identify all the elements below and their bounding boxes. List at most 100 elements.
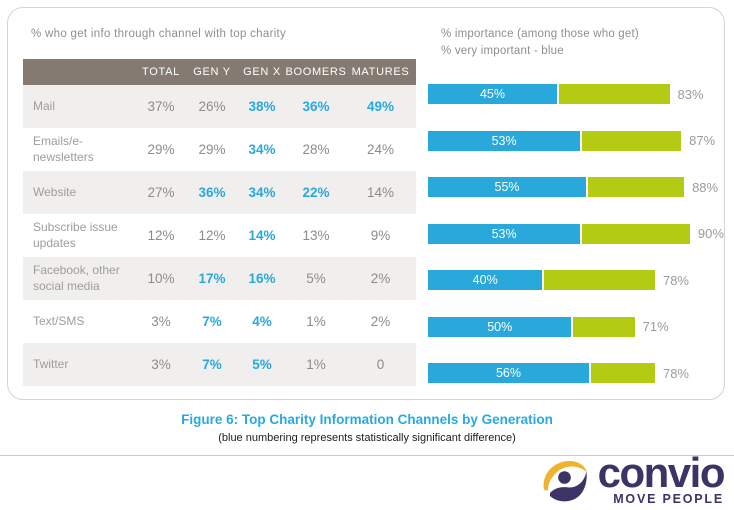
convio-logo-icon [543, 460, 587, 502]
bar-row-facebook: 40% 78% [428, 270, 719, 290]
cell-value: 12% [147, 228, 175, 243]
cell-value: 29% [147, 142, 175, 157]
convio-tagline: MOVE PEOPLE [613, 491, 724, 506]
cell-value: 2% [370, 314, 391, 329]
importance-bar-total: 53% [428, 130, 682, 151]
importance-bar-very-important: 53% [428, 130, 583, 151]
column-header-gen-y: GEN Y [193, 66, 231, 78]
bar-row-mail: 45% 83% [428, 84, 719, 104]
bar-chart-title-line2: % very important - blue [441, 44, 564, 57]
row-label: Twitter [33, 356, 69, 371]
figure-caption: Figure 6: Top Charity Information Channe… [181, 412, 553, 427]
column-header-matures: MATURES [351, 66, 410, 78]
cell-value: 22% [302, 185, 330, 200]
table-row-facebook: Facebook, other social media 10% 17% 16%… [23, 257, 416, 300]
importance-bar-total: 56% [428, 363, 655, 383]
very-important-value: 55% [494, 180, 520, 194]
importance-bar-very-important: 56% [428, 363, 591, 383]
total-important-value: 87% [689, 133, 716, 148]
cell-value: 27% [147, 185, 175, 200]
cell-value: 5% [306, 271, 326, 286]
importance-bar-very-important: 53% [428, 223, 583, 244]
footer-divider [0, 455, 734, 456]
total-important-value: 78% [662, 365, 689, 381]
table-row-twitter: Twitter 3% 7% 5% 1% 0 [23, 343, 416, 386]
column-header-gen-x: GEN X [243, 66, 281, 78]
convio-brand-name: convio [597, 449, 726, 496]
cell-value: 14% [248, 228, 276, 243]
bar-row-twitter: 56% 78% [428, 363, 719, 383]
cell-value: 0 [376, 357, 385, 372]
cell-value: 16% [248, 271, 276, 286]
figure-card: % who get info through channel with top … [7, 7, 725, 400]
column-header-channel [23, 59, 135, 85]
cell-value: 9% [370, 228, 391, 243]
cell-value: 4% [252, 314, 272, 329]
cell-value: 3% [151, 357, 171, 372]
importance-bar-total: 40% [428, 270, 655, 290]
column-header-boomers: BOOMERS [285, 66, 347, 78]
convio-logo-text: convio MOVE PEOPLE [597, 449, 726, 506]
importance-bar-total: 53% [428, 223, 690, 244]
generation-table: TOTAL GEN Y GEN X BOOMERS MATURES Mail 3… [23, 59, 416, 386]
cell-value: 14% [366, 185, 395, 200]
total-important-value: 78% [662, 272, 689, 288]
bar-chart-title-line1: % importance (among those who get) [441, 28, 639, 40]
very-important-value: 53% [491, 133, 517, 148]
cell-value: 7% [202, 357, 222, 372]
cell-value: 29% [198, 142, 226, 157]
table-title: % who get info through channel with top … [31, 28, 287, 40]
very-important-value: 50% [487, 319, 513, 334]
cell-value: 12% [198, 228, 226, 243]
cell-value: 3% [151, 314, 171, 329]
row-label: Facebook, other social media [33, 262, 120, 293]
row-label: Emails/e-newsletters [33, 133, 94, 164]
importance-bar-very-important: 55% [428, 177, 589, 197]
table-row-text-sms: Text/SMS 3% 7% 4% 1% 2% [23, 300, 416, 343]
importance-bar-very-important: 50% [428, 316, 574, 337]
total-important-value: 90% [697, 226, 724, 241]
very-important-value: 40% [472, 273, 498, 287]
importance-bar-chart: 45% 83% 53% 87% 55% 88% 53% 90% [428, 84, 724, 410]
cell-value: 37% [147, 99, 175, 114]
bar-row-emails: 53% 87% [428, 130, 719, 151]
row-label: Website [33, 184, 77, 199]
cell-value: 28% [302, 142, 330, 157]
table-row-mail: Mail 37% 26% 38% 36% 49% [23, 85, 416, 128]
importance-bar-total: 50% [428, 316, 635, 337]
cell-value: 36% [302, 99, 330, 114]
row-label: Subscribe issue updates [33, 219, 118, 250]
column-header-total: TOTAL [142, 66, 180, 78]
figure-subcaption: (blue numbering represents statistically… [218, 432, 516, 444]
cell-value: 49% [366, 99, 395, 114]
cell-value: 10% [147, 271, 175, 286]
bar-row-subscribe: 53% 90% [428, 223, 724, 244]
importance-bar-total: 55% [428, 177, 685, 197]
bar-row-text-sms: 50% 71% [428, 316, 719, 337]
cell-value: 1% [306, 314, 326, 329]
table-row-subscribe: Subscribe issue updates 12% 12% 14% 13% … [23, 214, 416, 257]
table-row-emails: Emails/e-newsletters 29% 29% 34% 28% 24% [23, 128, 416, 171]
convio-logo: convio MOVE PEOPLE [539, 449, 726, 506]
cell-value: 17% [198, 271, 226, 286]
cell-value: 24% [366, 142, 395, 157]
cell-value: 34% [248, 142, 276, 157]
total-important-value: 88% [692, 179, 719, 195]
very-important-value: 53% [491, 226, 517, 241]
row-label: Mail [33, 98, 56, 113]
cell-value: 13% [302, 228, 330, 243]
bar-row-website: 55% 88% [428, 177, 719, 197]
cell-value: 36% [198, 185, 226, 200]
very-important-value: 45% [479, 87, 505, 101]
importance-bar-total: 45% [428, 84, 670, 104]
bar-chart-title: % importance (among those who get) % ver… [441, 26, 639, 59]
total-important-value: 83% [677, 86, 704, 102]
cell-value: 34% [248, 185, 276, 200]
cell-value: 5% [252, 357, 272, 372]
cell-value: 38% [248, 99, 276, 114]
table-row-website: Website 27% 36% 34% 22% 14% [23, 171, 416, 214]
cell-value: 2% [370, 271, 391, 286]
cell-value: 26% [198, 99, 226, 114]
importance-bar-very-important: 40% [428, 270, 545, 290]
